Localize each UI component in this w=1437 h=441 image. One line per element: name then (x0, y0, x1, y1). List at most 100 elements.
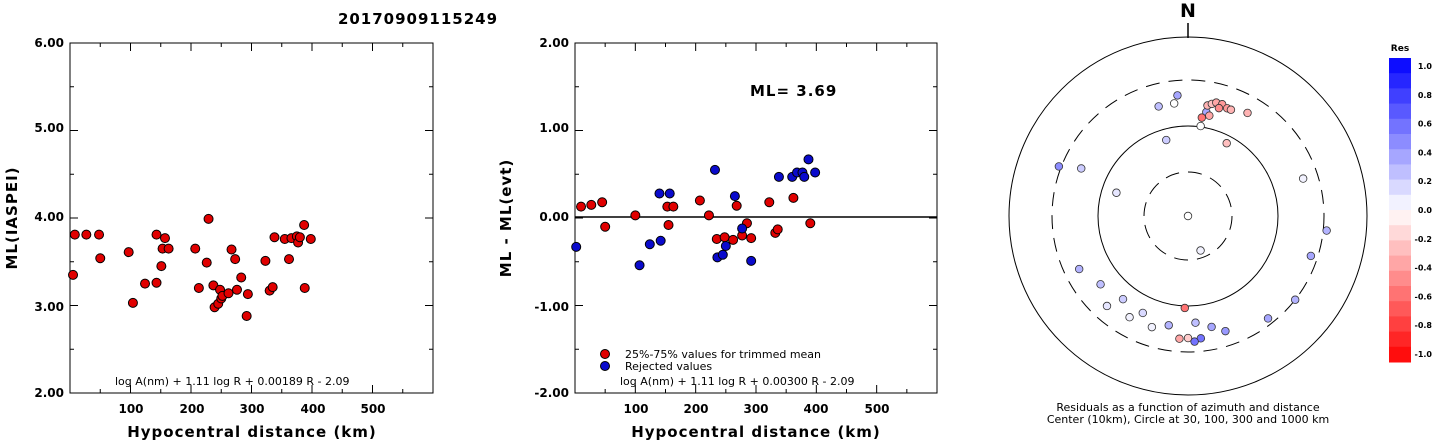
legend-marker-rejected (600, 361, 610, 371)
residual-point (1147, 322, 1157, 332)
x-tick-label: 200 (683, 402, 708, 416)
data-point (190, 243, 201, 254)
residual-point (1290, 295, 1300, 304)
ml-vs-distance-chart: 2.00 3.00 4.00 5.00 6.00 100 200 300 400… (3, 36, 434, 441)
y-tick-marks (575, 42, 937, 394)
data-point (788, 192, 799, 203)
residual-point (1306, 251, 1316, 261)
data-point (94, 229, 105, 240)
residual-point (1112, 188, 1121, 197)
data-point (236, 272, 247, 283)
data-point (571, 241, 582, 252)
colorbar-cell (1389, 73, 1411, 89)
residual-point (1214, 103, 1224, 113)
residual-point (1074, 264, 1084, 274)
data-point (284, 254, 295, 265)
residual-point (1164, 321, 1173, 330)
map-caption-line1: Residuals as a function of azimuth and d… (1056, 401, 1319, 414)
residual-point (1191, 318, 1200, 327)
residual-point (1197, 113, 1207, 122)
data-point (586, 199, 597, 210)
formula-label: log A(nm) + 1.11 log R + 0.00300 R - 2.0… (620, 375, 854, 388)
colorbar-cell (1389, 255, 1411, 272)
legend-marker-trimmed (600, 349, 610, 359)
data-point (664, 188, 675, 199)
data-point (159, 233, 170, 244)
colorbar-label: 0.4 (1418, 148, 1433, 157)
legend-label-rejected: Rejected values (625, 360, 712, 373)
data-point (805, 218, 816, 229)
colorbar-label: -0.8 (1415, 321, 1433, 330)
data-point (720, 241, 731, 251)
colorbar-cell (1389, 134, 1411, 150)
colorbar-label: 0.8 (1418, 91, 1433, 100)
data-point (68, 269, 79, 280)
data-point (719, 232, 730, 243)
ml-residual-chart: -2.00 -1.00 0.00 1.00 2.00 100 200 300 4… (497, 36, 938, 441)
map-caption-line2: Center (10km), Circle at 30, 100, 300 an… (1047, 413, 1329, 426)
data-point (663, 220, 674, 230)
colorbar-cell (1389, 270, 1411, 287)
y-tick-label: 0.00 (539, 210, 569, 224)
y-tick-label: 4.00 (34, 210, 64, 224)
residual-point (1207, 322, 1216, 332)
data-point (230, 254, 241, 265)
residual-point (1173, 91, 1182, 100)
event-title: 20170909115249 (338, 10, 498, 28)
data-point (803, 154, 814, 165)
x-tick-label: 200 (179, 402, 204, 416)
ring-300km (1051, 79, 1325, 353)
y-tick-label: -1.00 (534, 300, 569, 314)
y-axis-label: ML(IASPEI) (3, 166, 21, 269)
colorbar-label: 0.2 (1418, 177, 1432, 186)
plot-frame (69, 42, 434, 394)
y-tick-label: 3.00 (34, 300, 64, 314)
residual-point (1096, 280, 1105, 289)
x-tick-label: 500 (360, 402, 385, 416)
data-point (203, 213, 214, 224)
data-point (241, 311, 252, 321)
data-point (655, 235, 666, 246)
residual-point (1221, 326, 1230, 336)
y-tick-label: 1.00 (539, 121, 569, 135)
data-point (773, 171, 784, 182)
residual-point (1054, 162, 1064, 171)
residual-point (1102, 301, 1112, 311)
data-point (123, 247, 134, 258)
data-point (193, 283, 204, 293)
x-tick-label: 100 (623, 402, 648, 416)
residual-point (1298, 174, 1308, 183)
colorbar-cell (1389, 58, 1411, 74)
formula-label: log A(nm) + 1.11 log R + 0.00189 R - 2.0… (115, 375, 349, 388)
data-point (668, 201, 679, 212)
y-tick-label: 5.00 (34, 121, 64, 135)
data-point (600, 221, 611, 232)
data-point (644, 239, 655, 250)
residual-colorbar: Res 1.0 0.8 0.6 0.4 0.2 0.0 -0.2 -0.4 -0.6 -0.8 -1… (1389, 44, 1432, 363)
data-point (654, 188, 665, 199)
x-tick-label: 100 (118, 402, 143, 416)
colorbar-cell (1389, 194, 1411, 211)
y-axis-label: ML - ML(evt) (497, 159, 515, 277)
x-axis-label: Hypocentral distance (km) (631, 423, 881, 441)
colorbar-cell (1389, 118, 1411, 135)
x-tick-label: 300 (239, 402, 264, 416)
residual-point (1180, 303, 1189, 313)
data-point (95, 253, 106, 264)
y-tick-label: 2.00 (539, 36, 569, 50)
colorbar-label: -1.0 (1415, 350, 1433, 359)
data-point (597, 197, 608, 208)
data-point (267, 282, 278, 293)
x-tick-label: 400 (803, 402, 828, 416)
colorbar-label: -0.6 (1415, 292, 1433, 301)
legend-label-trimmed: 25%-75% values for trimmed mean (625, 348, 821, 361)
data-point (127, 297, 138, 308)
residual-point (1169, 99, 1179, 108)
colorbar-cells (1389, 58, 1411, 363)
colorbar-cell (1389, 240, 1411, 257)
data-point (709, 164, 720, 175)
data-point (746, 255, 757, 266)
data-point (151, 277, 162, 288)
residual-points (1054, 91, 1331, 346)
